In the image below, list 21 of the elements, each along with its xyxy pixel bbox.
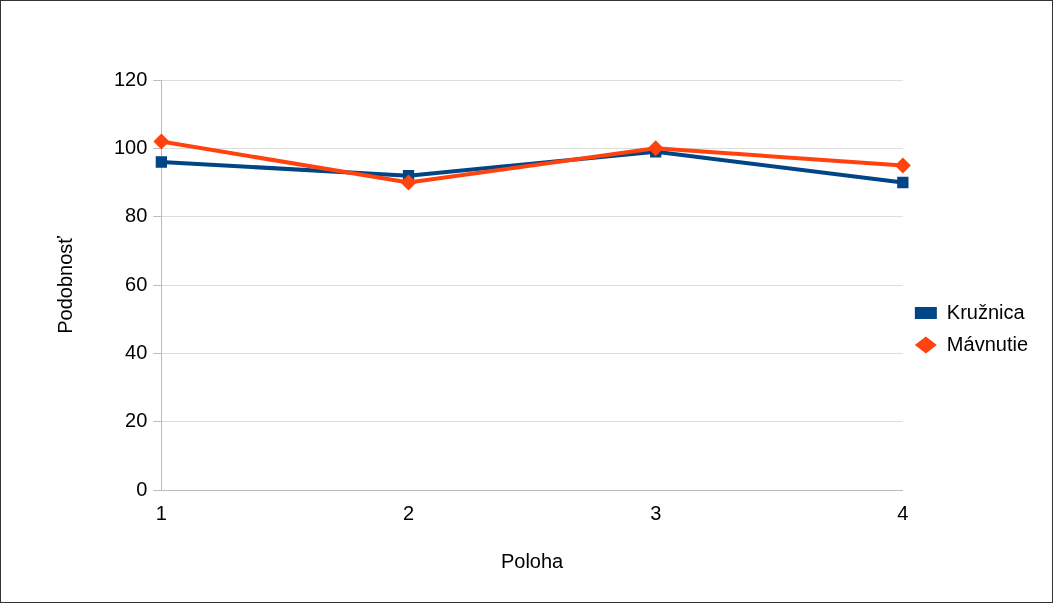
x-tick-label: 4 (897, 501, 909, 524)
y-tick-label: 0 (136, 477, 148, 500)
point (897, 176, 909, 189)
point (155, 156, 168, 168)
x-tick-label: 2 (402, 501, 415, 524)
x-axis-title: Poloha (500, 549, 565, 572)
point (647, 140, 664, 157)
y-tick-label: 40 (125, 340, 148, 363)
y-tick-label: 100 (113, 135, 148, 158)
y-tick-label: 120 (113, 67, 148, 90)
legend-label: Kružnica (946, 300, 1026, 323)
x-tick-label: 1 (155, 501, 167, 524)
point (894, 157, 911, 174)
point (400, 174, 417, 191)
legend-label: Mávnutie (946, 332, 1028, 355)
y-axis-title: Podobnosť (53, 235, 76, 334)
point (153, 133, 170, 150)
y-tick-label: 60 (125, 272, 148, 295)
y-tick-label: 80 (125, 204, 148, 227)
x-tick-label: 3 (650, 501, 662, 524)
y-tick-label: 20 (125, 409, 148, 432)
